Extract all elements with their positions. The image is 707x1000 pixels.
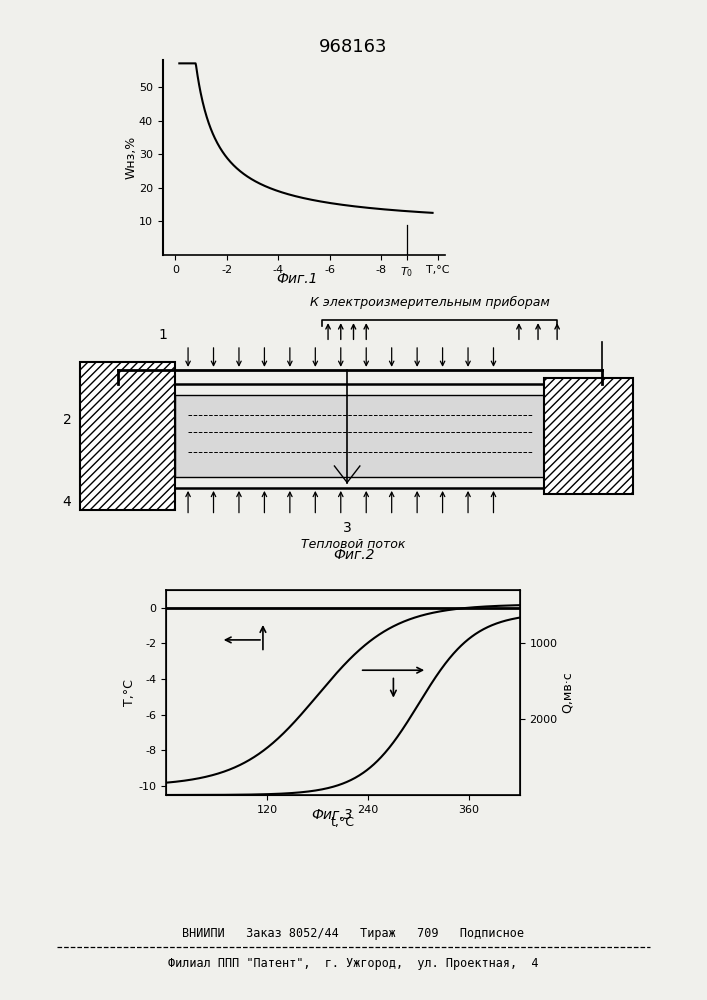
Text: 968163: 968163 [320,38,387,56]
Y-axis label: Wнз,%: Wнз,% [124,136,137,179]
Text: Филиал ППП "Патент",  г. Ужгород,  ул. Проектная,  4: Филиал ППП "Патент", г. Ужгород, ул. Про… [168,957,539,970]
Bar [175,394,544,477]
Text: К электроизмерительным приборам: К электроизмерительным приборам [310,296,550,309]
Bar [544,378,633,493]
Text: Фиг.3: Фиг.3 [312,808,353,822]
Text: 2: 2 [63,413,71,427]
Text: Фиг.2: Фиг.2 [333,548,374,562]
Y-axis label: Q,мв·с: Q,мв·с [560,672,573,713]
Text: Фиг.1: Фиг.1 [276,272,317,286]
Y-axis label: T,°C: T,°C [122,679,136,706]
Text: 1: 1 [158,328,167,342]
Text: 4: 4 [63,495,71,509]
Text: Тепловой поток: Тепловой поток [301,538,406,551]
Text: 3: 3 [343,521,351,535]
X-axis label: t,°C: t,°C [331,816,355,829]
Text: ВНИИПИ   Заказ 8052/44   Тираж   709   Подписное: ВНИИПИ Заказ 8052/44 Тираж 709 Подписное [182,927,525,940]
Bar [80,361,175,510]
Bar [131,383,589,488]
